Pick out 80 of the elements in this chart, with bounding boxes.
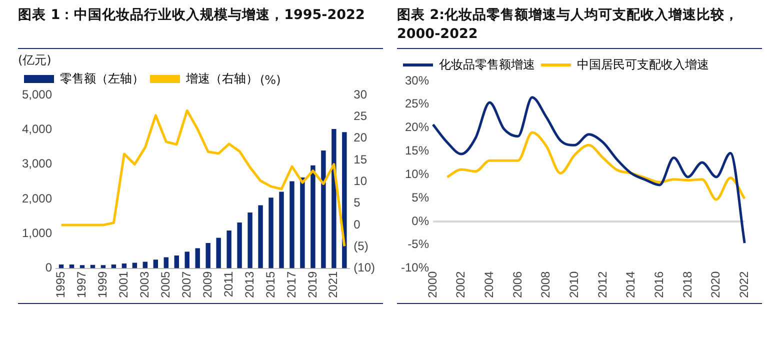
legend-label: 化妆品零售额增速	[439, 57, 535, 72]
y-tick-label: 30%	[404, 73, 430, 88]
x-tick-label: 1995	[54, 270, 68, 298]
bar	[332, 128, 336, 268]
y2-tick-label: (10)	[354, 260, 376, 275]
y-tick-label: 1,000	[22, 226, 52, 240]
y2-tick-label: 15	[354, 152, 368, 166]
x-tick-label: 2022	[736, 270, 751, 298]
y-tick-label: 3,000	[22, 156, 52, 171]
legend-label: 增速（右轴）	[185, 71, 258, 86]
bar	[279, 192, 284, 268]
chart-title: 图表 2:化妆品零售额增速与人均可支配收入增速比较，2000-2022	[397, 6, 762, 49]
y-tick-label: -5%	[408, 237, 430, 252]
x-tick-label: 2009	[200, 270, 214, 298]
legend-label: 零售额（左轴）	[60, 71, 144, 86]
bar	[248, 212, 252, 268]
y-tick-label: 0	[45, 260, 52, 275]
y2-tick-label: 25	[354, 108, 368, 123]
bar	[80, 265, 85, 268]
x-tick-label: 2010	[566, 270, 581, 298]
y-axis-title: (亿元)	[18, 53, 52, 67]
y-tick-label: 5,000	[22, 87, 52, 102]
y-tick-label: 10%	[404, 166, 430, 181]
x-tick-label: 2015	[263, 270, 278, 298]
x-tick-label: 2017	[284, 270, 298, 298]
bar	[310, 165, 316, 268]
bar	[226, 230, 232, 268]
line-series	[446, 131, 746, 201]
y2-axis-title: (%)	[260, 73, 281, 88]
legend-label: 中国居民可支配收入增速	[577, 57, 709, 72]
y2-tick-label: 0	[354, 217, 361, 232]
y-tick-label: 2,000	[22, 191, 52, 206]
x-tick-label: 2018	[680, 270, 694, 298]
bar	[195, 248, 200, 268]
y-tick-label: 0%	[412, 214, 430, 228]
x-tick-label: 2004	[482, 270, 496, 298]
bar	[237, 222, 242, 268]
y-tick-label: 25%	[404, 96, 430, 111]
y2-tick-label: (5)	[354, 238, 368, 253]
bar	[142, 262, 148, 268]
x-tick-label: 2008	[538, 270, 553, 298]
y2-tick-label: 5	[354, 196, 361, 210]
x-tick-label: 2005	[158, 270, 172, 298]
x-tick-label: 2007	[179, 270, 194, 298]
line-series	[432, 96, 746, 244]
y2-tick-label: 30	[354, 87, 368, 102]
x-tick-label: 2006	[510, 270, 524, 298]
bar	[206, 243, 210, 268]
bar	[321, 150, 326, 268]
x-tick-label: 2021	[326, 270, 340, 298]
y2-tick-label: 10	[354, 174, 368, 188]
bar	[153, 260, 158, 268]
x-tick-label: 2001	[116, 270, 131, 298]
bar	[300, 177, 305, 268]
x-tick-label: 2014	[624, 270, 638, 298]
x-tick-label: 2003	[137, 270, 152, 298]
bar	[184, 252, 190, 268]
y-tick-label: 20%	[404, 120, 430, 134]
x-tick-label: 1997	[74, 270, 89, 298]
x-tick-label: 2011	[221, 270, 236, 298]
x-tick-label: 1999	[96, 270, 110, 298]
bar	[342, 132, 347, 268]
x-tick-label: 2016	[652, 270, 666, 298]
y2-tick-label: 20	[354, 130, 368, 145]
y-tick-label: 15%	[404, 144, 430, 158]
bar	[268, 198, 274, 268]
x-tick-label: 2019	[305, 270, 320, 298]
bar	[174, 255, 179, 268]
bar	[164, 257, 168, 268]
x-tick-label: 2012	[595, 270, 610, 298]
x-tick-label: 2013	[242, 270, 256, 298]
bar	[100, 265, 106, 268]
chart-title: 图表 1：中国化妆品行业收入规模与增速，1995-2022	[18, 6, 383, 49]
bar	[290, 181, 294, 268]
bar	[216, 238, 221, 268]
x-tick-label: 2002	[454, 270, 468, 298]
y-tick-label: 4,000	[22, 122, 52, 136]
x-tick-label: 2020	[708, 270, 723, 298]
y-tick-label: 5%	[412, 190, 430, 204]
bar	[258, 205, 263, 268]
